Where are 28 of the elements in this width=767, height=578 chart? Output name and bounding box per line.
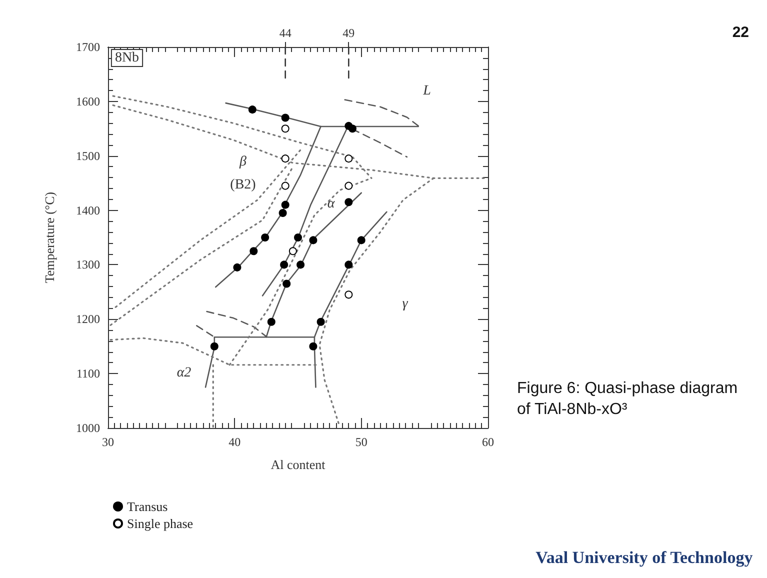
y-tick-label: 1000	[76, 421, 100, 435]
x-tick-label: 30	[102, 435, 114, 449]
annotation: (B2)	[230, 178, 256, 192]
annotation: α	[327, 196, 336, 212]
x-tick-label: 50	[355, 435, 368, 449]
x2-tick-label: 44	[279, 26, 292, 40]
y-tick-label: 1700	[76, 40, 100, 54]
text: Vaal University of Technology	[536, 548, 754, 567]
x-tick-label: 60	[482, 435, 494, 449]
annotation: β	[238, 154, 247, 170]
y-tick-label: 1300	[76, 258, 100, 272]
x2-tick-label: 49	[342, 26, 355, 40]
caption: Figure 6: Quasi-phase diagram of TiAl-8Nb-xO³	[517, 380, 742, 418]
annotation: γ	[402, 296, 408, 312]
y-tick-label: 1500	[76, 148, 100, 163]
legend-label: Transus	[127, 499, 168, 514]
legend-label: Single phase	[127, 516, 194, 531]
y-tick-label: 1100	[76, 366, 100, 381]
annotation: L	[422, 84, 432, 98]
y-axis-title: Temperature (°C)	[42, 192, 57, 284]
x-axis-title: Al content	[270, 457, 326, 472]
y-tick-label: 1600	[76, 94, 100, 108]
y-tick-label: 1400	[76, 203, 100, 218]
annotation: α2	[176, 366, 192, 380]
annotation: 8Nb	[114, 50, 140, 66]
y-tick-label: 1200	[76, 312, 100, 326]
x-tick-label: 40	[228, 435, 241, 449]
text: 22	[732, 24, 750, 41]
